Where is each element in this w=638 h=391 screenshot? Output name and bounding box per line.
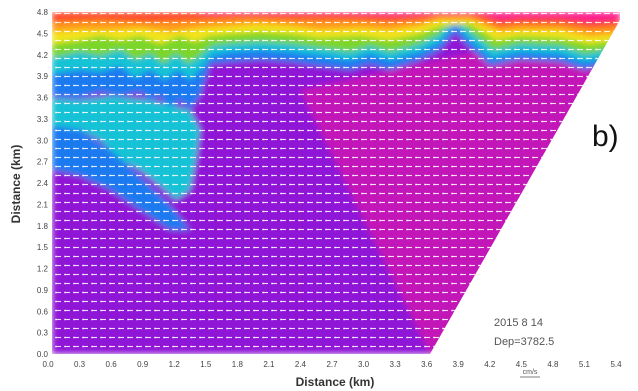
y-tick-label: 3.6 [37, 94, 49, 103]
x-tick-label: 5.4 [610, 360, 622, 369]
y-tick-label: 4.2 [37, 51, 49, 60]
no-data-region [430, 20, 620, 354]
y-tick-label: 0.9 [37, 286, 49, 295]
x-tick-label: 0.9 [137, 360, 149, 369]
y-axis-ticks: 0.0 0.3 0.6 0.9 1.2 1.5 1.8 2.1 2.4 2.7 3.0 3.3 3.6 3… [37, 8, 49, 359]
x-tick-label: 4.2 [484, 360, 496, 369]
x-tick-label: 2.4 [295, 360, 307, 369]
x-tick-label: 2.7 [326, 360, 338, 369]
y-tick-label: 0.6 [37, 307, 49, 316]
y-tick-label: 3.9 [37, 72, 49, 81]
annotation-date: 2015 8 14 [494, 317, 543, 329]
x-tick-label: 3.6 [421, 360, 433, 369]
x-tick-label: 4.5 [516, 360, 528, 369]
x-tick-label: 5.1 [579, 360, 591, 369]
x-tick-label: 1.5 [200, 360, 212, 369]
y-tick-label: 1.2 [37, 265, 49, 274]
x-axis-label: Distance (km) [296, 375, 375, 389]
y-tick-label: 1.5 [37, 243, 49, 252]
y-tick-label: 4.8 [37, 8, 49, 17]
x-tick-label: 3.9 [453, 360, 465, 369]
x-tick-label: 1.8 [232, 360, 244, 369]
y-axis-label: Distance (km) [9, 145, 23, 224]
x-tick-label: 4.8 [547, 360, 559, 369]
y-tick-label: 3.0 [37, 136, 49, 145]
y-tick-label: 2.4 [37, 179, 49, 188]
y-tick-label: 0.3 [37, 329, 49, 338]
x-tick-label: 0.6 [106, 360, 118, 369]
x-tick-label: 2.1 [263, 360, 275, 369]
colorbar-unit-label: cm/s [523, 369, 538, 376]
x-tick-label: 0.3 [74, 360, 86, 369]
y-tick-label: 2.7 [37, 158, 49, 167]
y-tick-label: 1.8 [37, 222, 49, 231]
y-tick-label: 2.1 [37, 200, 49, 209]
panel-label: b) [592, 120, 619, 153]
annotation-depth: Dep=3782.5 [494, 336, 554, 348]
colorbar-unit: cm/s [520, 369, 540, 378]
y-tick-label: 0.0 [37, 350, 49, 359]
y-tick-label: 3.3 [37, 115, 49, 124]
plot-area [52, 12, 620, 354]
x-axis-ticks: 0.0 0.3 0.6 0.9 1.2 1.5 1.8 2.1 2.4 2.7 3.0 3.3 3.6 3… [42, 360, 622, 369]
x-tick-label: 3.0 [358, 360, 370, 369]
x-tick-label: 1.2 [169, 360, 181, 369]
x-tick-label: 3.3 [390, 360, 402, 369]
y-tick-label: 4.5 [37, 29, 49, 38]
x-tick-label: 0.0 [42, 360, 54, 369]
